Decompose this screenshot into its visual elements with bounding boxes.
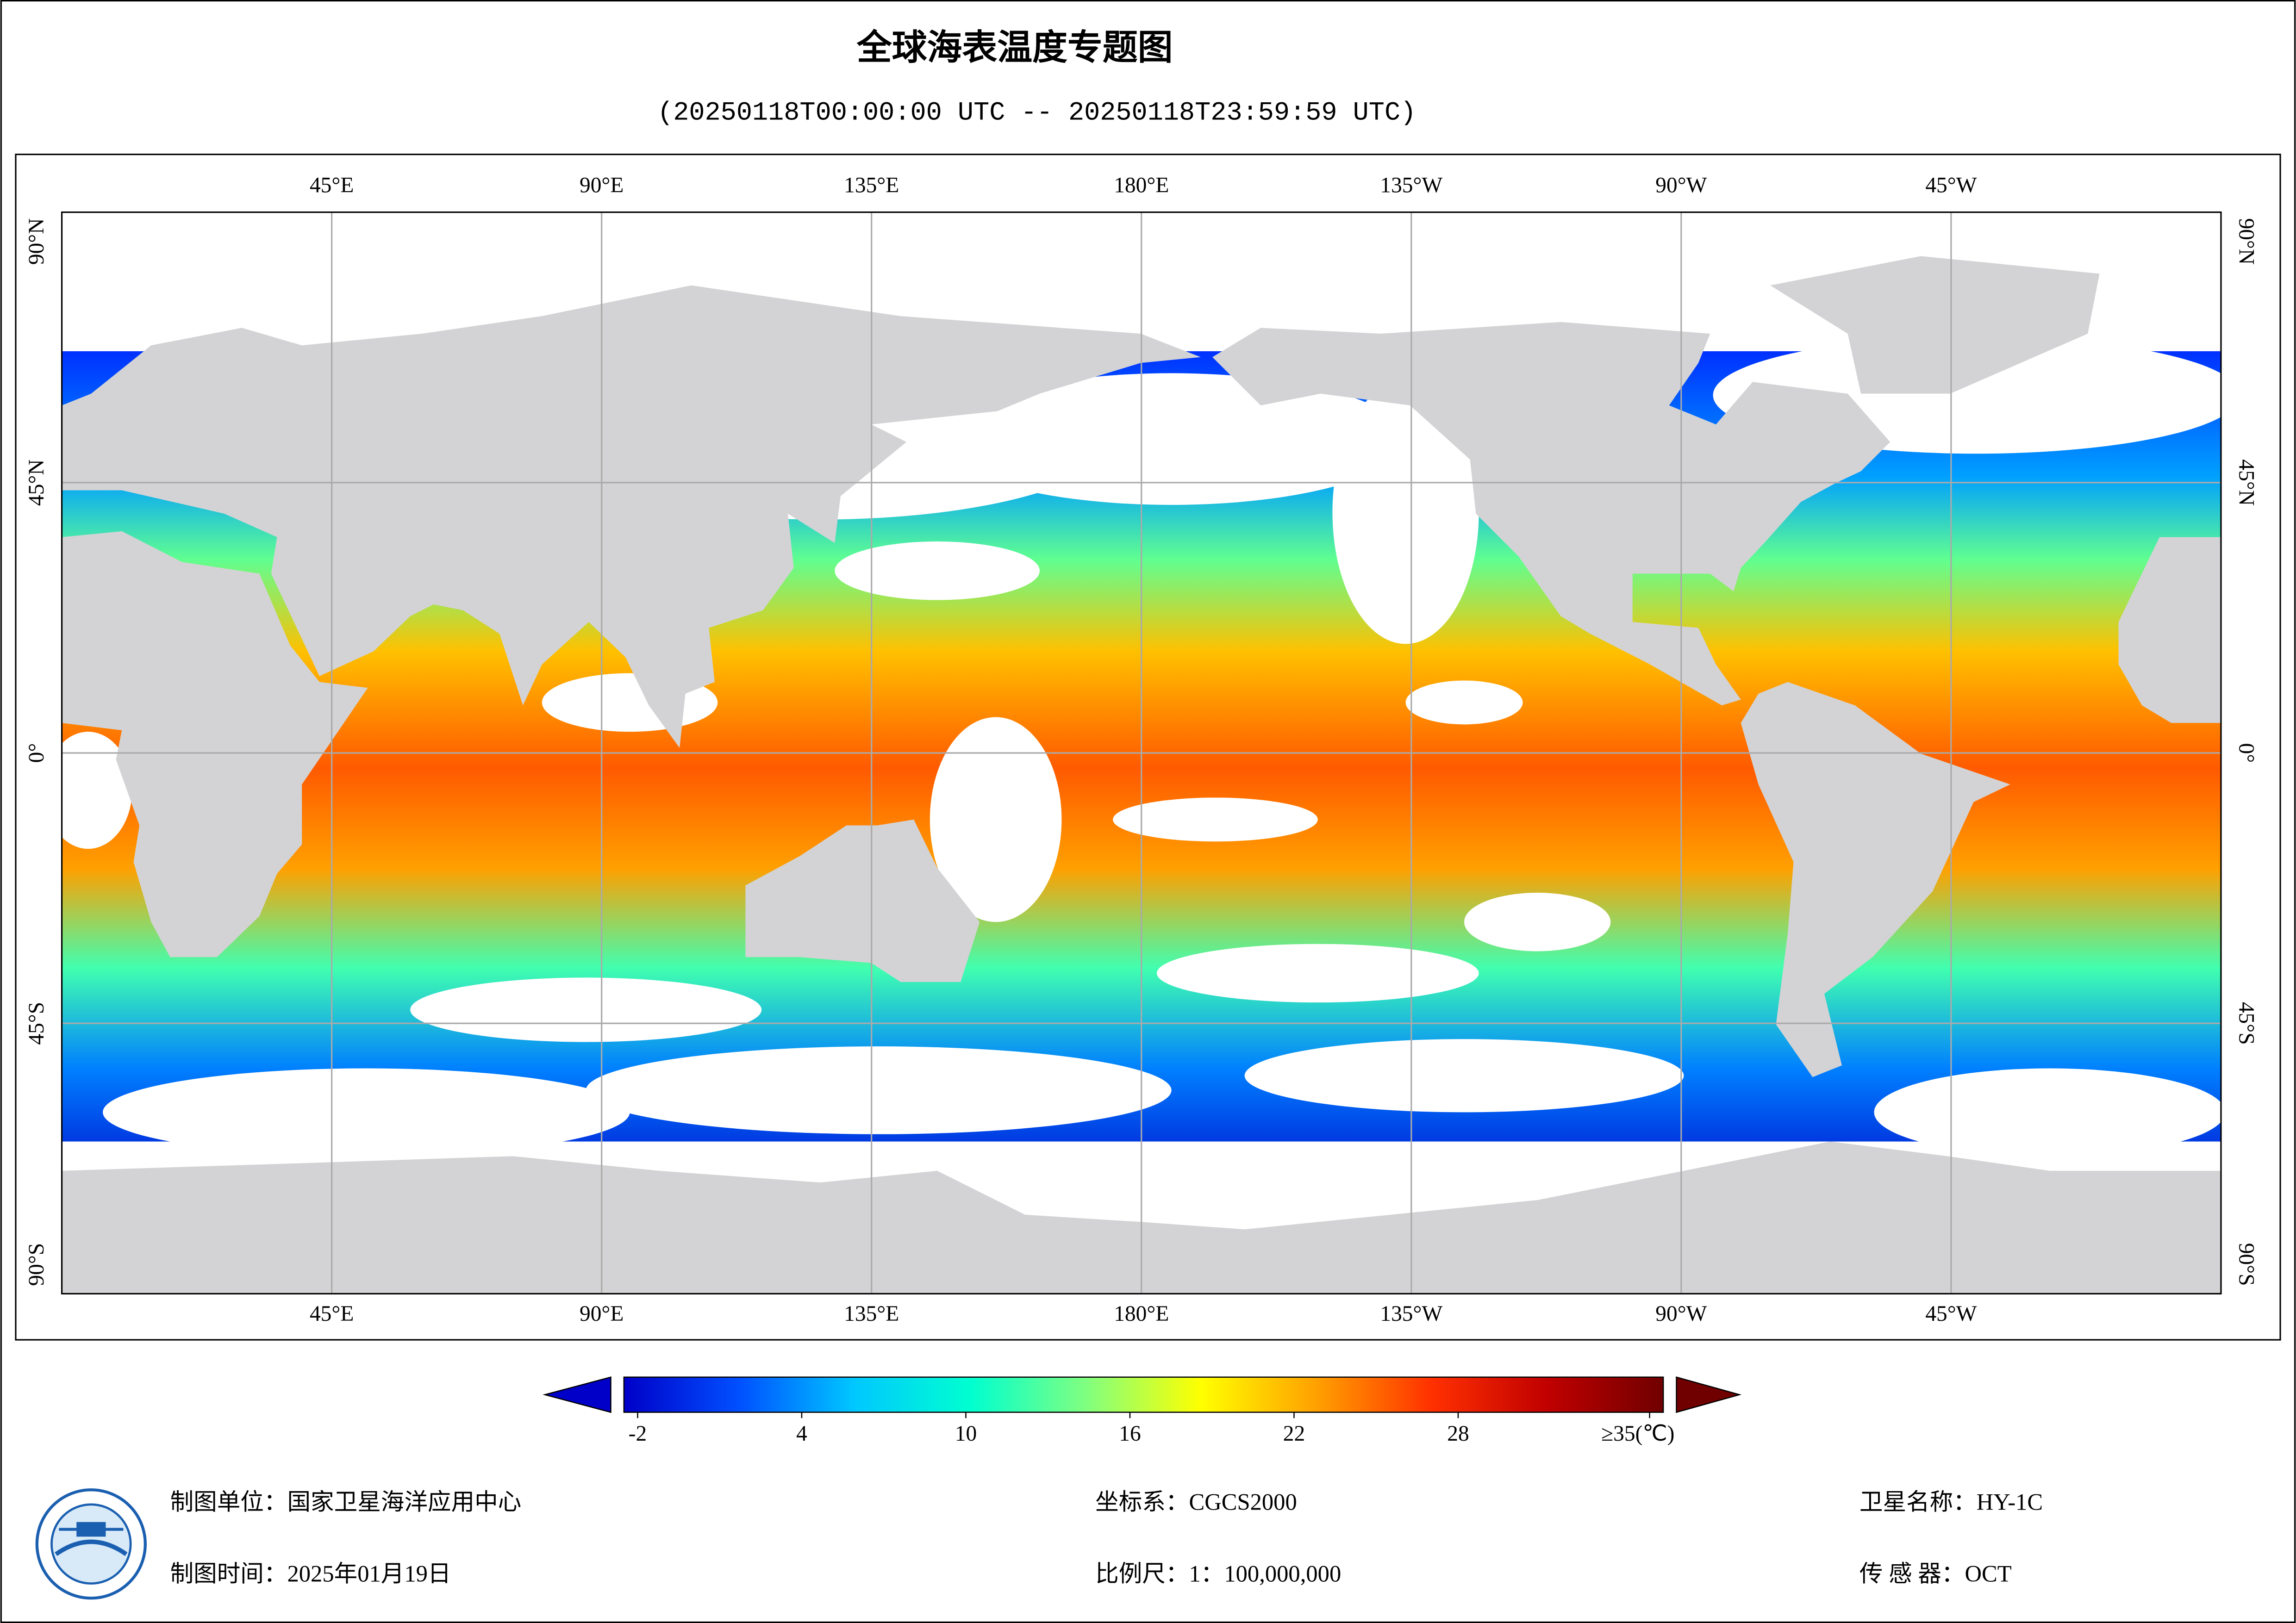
- colorbar-extend-low: [543, 1376, 611, 1413]
- title: 全球海表温度专题图: [856, 27, 1173, 68]
- lon-label-bottom: 135°E: [844, 1302, 899, 1326]
- lat-label-right: 45°N: [2234, 459, 2259, 506]
- colorbar-extend-high: [1676, 1376, 1742, 1413]
- lon-label-top: 90°W: [1655, 174, 1707, 198]
- colorbar-tick-label: ≥35(℃): [1601, 1422, 1674, 1446]
- subtitle: (20250118T00:00:00 UTC -- 20250118T23:59…: [657, 99, 1416, 128]
- lat-label-left: 90°S: [25, 1243, 49, 1286]
- lon-label-bottom: 135°W: [1380, 1302, 1442, 1326]
- footer-date: 制图时间：2025年01月19日: [170, 1561, 451, 1586]
- lat-label-right: 45°S: [2234, 1002, 2259, 1045]
- logo: [35, 1488, 147, 1600]
- lon-label-bottom: 90°E: [580, 1302, 624, 1326]
- colorbar-tick-label: 10: [955, 1422, 977, 1446]
- lat-label-right: 90°S: [2234, 1243, 2259, 1286]
- graticule-labels: 45°E 45°E 90°E 90°E 135°E 135°E 180°E 180°E 135°…: [25, 174, 2259, 1326]
- map-area: [62, 212, 2221, 1294]
- lon-label-bottom: 45°E: [310, 1302, 354, 1326]
- colorbar-tick-label: -2: [629, 1422, 647, 1446]
- lon-label-top: 135°W: [1380, 174, 1442, 198]
- colorbar-tick-label: 16: [1119, 1422, 1141, 1446]
- lon-label-top: 45°E: [310, 174, 354, 198]
- graticule: [62, 212, 2221, 1294]
- footer-unit: 制图单位：国家卫星海洋应用中心: [170, 1489, 522, 1515]
- footer-sensor: 传 感 器：OCT: [1859, 1561, 2012, 1586]
- lon-label-top: 180°E: [1114, 174, 1169, 198]
- lat-label-left: 45°S: [25, 1002, 49, 1045]
- colorbar-tick-label: 28: [1447, 1422, 1469, 1446]
- colorbar: -2 4 10 16 22 28 ≥35(℃): [543, 1376, 1742, 1446]
- colorbar-tick-label: 4: [796, 1422, 807, 1446]
- lat-label-left: 0°: [25, 743, 49, 763]
- lon-label-top: 135°E: [844, 174, 899, 198]
- lon-label-top: 45°W: [1925, 174, 1977, 198]
- lat-label-right: 90°N: [2234, 218, 2259, 265]
- footer-satellite: 卫星名称：HY-1C: [1859, 1489, 2043, 1515]
- lon-label-top: 90°E: [580, 174, 624, 198]
- lat-label-left: 45°N: [25, 459, 49, 506]
- lat-label-right: 0°: [2234, 743, 2259, 763]
- lon-label-bottom: 180°E: [1114, 1302, 1169, 1326]
- colorbar-tick-label: 22: [1283, 1422, 1305, 1446]
- lon-label-bottom: 45°W: [1925, 1302, 1977, 1326]
- footer-crs: 坐标系：CGCS2000: [1095, 1489, 1297, 1515]
- map-border: [61, 211, 2222, 1295]
- lat-label-left: 90°N: [25, 218, 49, 265]
- colorbar-ramp: [623, 1376, 1664, 1413]
- lon-label-bottom: 90°W: [1655, 1302, 1707, 1326]
- footer-scale: 比例尺：1：100,000,000: [1095, 1561, 1341, 1586]
